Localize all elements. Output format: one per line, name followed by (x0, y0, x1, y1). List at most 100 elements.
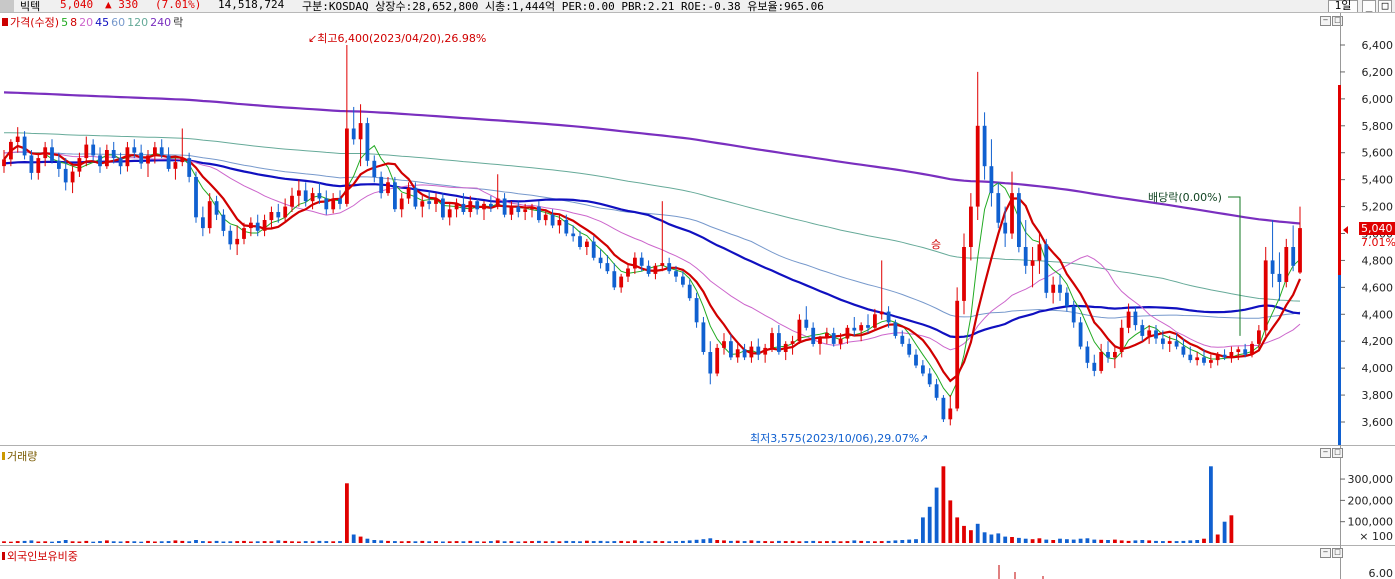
foreign-ratio-bar (1042, 576, 1044, 579)
volume-bar (447, 541, 452, 543)
volume-bar (838, 541, 843, 543)
candle-body (1078, 322, 1083, 347)
candle-body (1243, 349, 1248, 355)
price-panel-maximize-icon[interactable]: □ (1332, 16, 1343, 26)
volume-panel-maximize-icon[interactable]: □ (1332, 448, 1343, 458)
volume-bar (598, 540, 603, 543)
dividend-label: 배당락(0.00%) (1148, 189, 1222, 205)
price-change-pct: (7.01%) (155, 0, 202, 11)
candle-body (543, 214, 548, 221)
candle-body (98, 155, 102, 167)
volume-bar (118, 541, 123, 543)
volume-bar (1017, 537, 1021, 543)
volume-bar (495, 540, 500, 543)
candle-body (166, 155, 171, 169)
candle-body (1257, 330, 1261, 344)
candle-body (653, 265, 658, 274)
volume-bar (687, 540, 692, 543)
ma120-line (3, 132, 1301, 302)
legend-ma45: 45 (95, 16, 110, 29)
candle-body (749, 346, 754, 358)
volume-bar (674, 541, 678, 543)
volume-bar (612, 541, 617, 543)
minimize-icon[interactable]: _ (1362, 0, 1376, 12)
axis-up-bar (1338, 85, 1341, 275)
period-button[interactable]: 1일 (1328, 0, 1358, 12)
high-price-label: ↙최고6,400(2023/04/20),26.98% (308, 32, 487, 45)
candle-body (948, 408, 953, 420)
volume-panel-minimize-icon[interactable]: − (1320, 448, 1331, 458)
volume-bar (461, 541, 466, 543)
candle-body (1126, 311, 1131, 328)
candle-body (1202, 357, 1206, 363)
current-price: 5,040 (60, 0, 94, 11)
volume-marker-icon (2, 452, 5, 460)
volume-bar (1085, 538, 1090, 543)
volume-bar (523, 541, 528, 543)
volume-bar (317, 540, 322, 543)
candle-body (1106, 352, 1110, 358)
volume-bar (482, 541, 486, 543)
volume-bar (262, 541, 267, 543)
candle-body (1044, 244, 1049, 293)
volume-bar (509, 541, 514, 543)
candle-body (996, 193, 1001, 223)
foreign-panel: 6.00 (998, 565, 1393, 579)
candle-body (310, 193, 315, 202)
volume-bar (715, 540, 720, 543)
volume-bar (379, 540, 384, 543)
volume-bar (653, 540, 658, 543)
candle-body (63, 168, 68, 183)
volume-unit-label: × 100 (1359, 530, 1393, 543)
candle-body (9, 141, 13, 160)
candle-body (2, 159, 6, 167)
volume-bar (351, 534, 356, 543)
candle-body (1181, 346, 1186, 355)
price-panel-minimize-icon[interactable]: − (1320, 16, 1331, 26)
menu-box[interactable] (0, 0, 14, 12)
candle-body (255, 222, 260, 231)
candle-body (468, 201, 473, 212)
candle-body (715, 347, 720, 374)
candle-body (15, 136, 20, 142)
volume-bar (276, 540, 281, 543)
candle-body (962, 247, 966, 301)
volume-bar (790, 540, 795, 543)
candle-body (633, 257, 637, 269)
volume-bar (36, 541, 41, 543)
volume-bar (228, 541, 233, 543)
volume-bar (98, 541, 102, 543)
volume-bar (530, 541, 534, 543)
ma60-line (3, 151, 1301, 319)
candle-body (859, 325, 864, 331)
volume-bar (454, 541, 459, 543)
volume-bar (434, 541, 438, 543)
candle-body (194, 176, 198, 218)
y-tick-label: 4,400 (1362, 308, 1394, 321)
candle-body (57, 160, 61, 169)
candle-body (146, 155, 150, 164)
volume-bar (886, 540, 891, 543)
foreign-panel-minimize-icon[interactable]: − (1320, 548, 1331, 558)
candle-body (1003, 222, 1008, 234)
candle-body (516, 206, 521, 212)
volume-bar (605, 541, 610, 543)
maximize-icon[interactable]: □ (1378, 0, 1392, 12)
candle-body (399, 198, 404, 210)
foreign-title-text: 외국인보유비중 (7, 550, 78, 563)
volume-bar (749, 540, 754, 543)
candle-body (489, 203, 493, 207)
volume-bar (941, 466, 946, 543)
volume-bar (1181, 540, 1186, 543)
volume-bar (852, 540, 857, 543)
foreign-panel-maximize-icon[interactable]: □ (1332, 548, 1343, 558)
volume-bar (818, 541, 822, 543)
candle-body (358, 123, 363, 140)
volume-tick-label: 200,000 (1348, 494, 1394, 507)
candle-body (1174, 341, 1179, 347)
volume-bar (564, 540, 569, 543)
candle-body (530, 206, 534, 210)
volume-bar (626, 541, 630, 543)
candle-body (434, 198, 438, 204)
candle-body (1263, 260, 1268, 331)
